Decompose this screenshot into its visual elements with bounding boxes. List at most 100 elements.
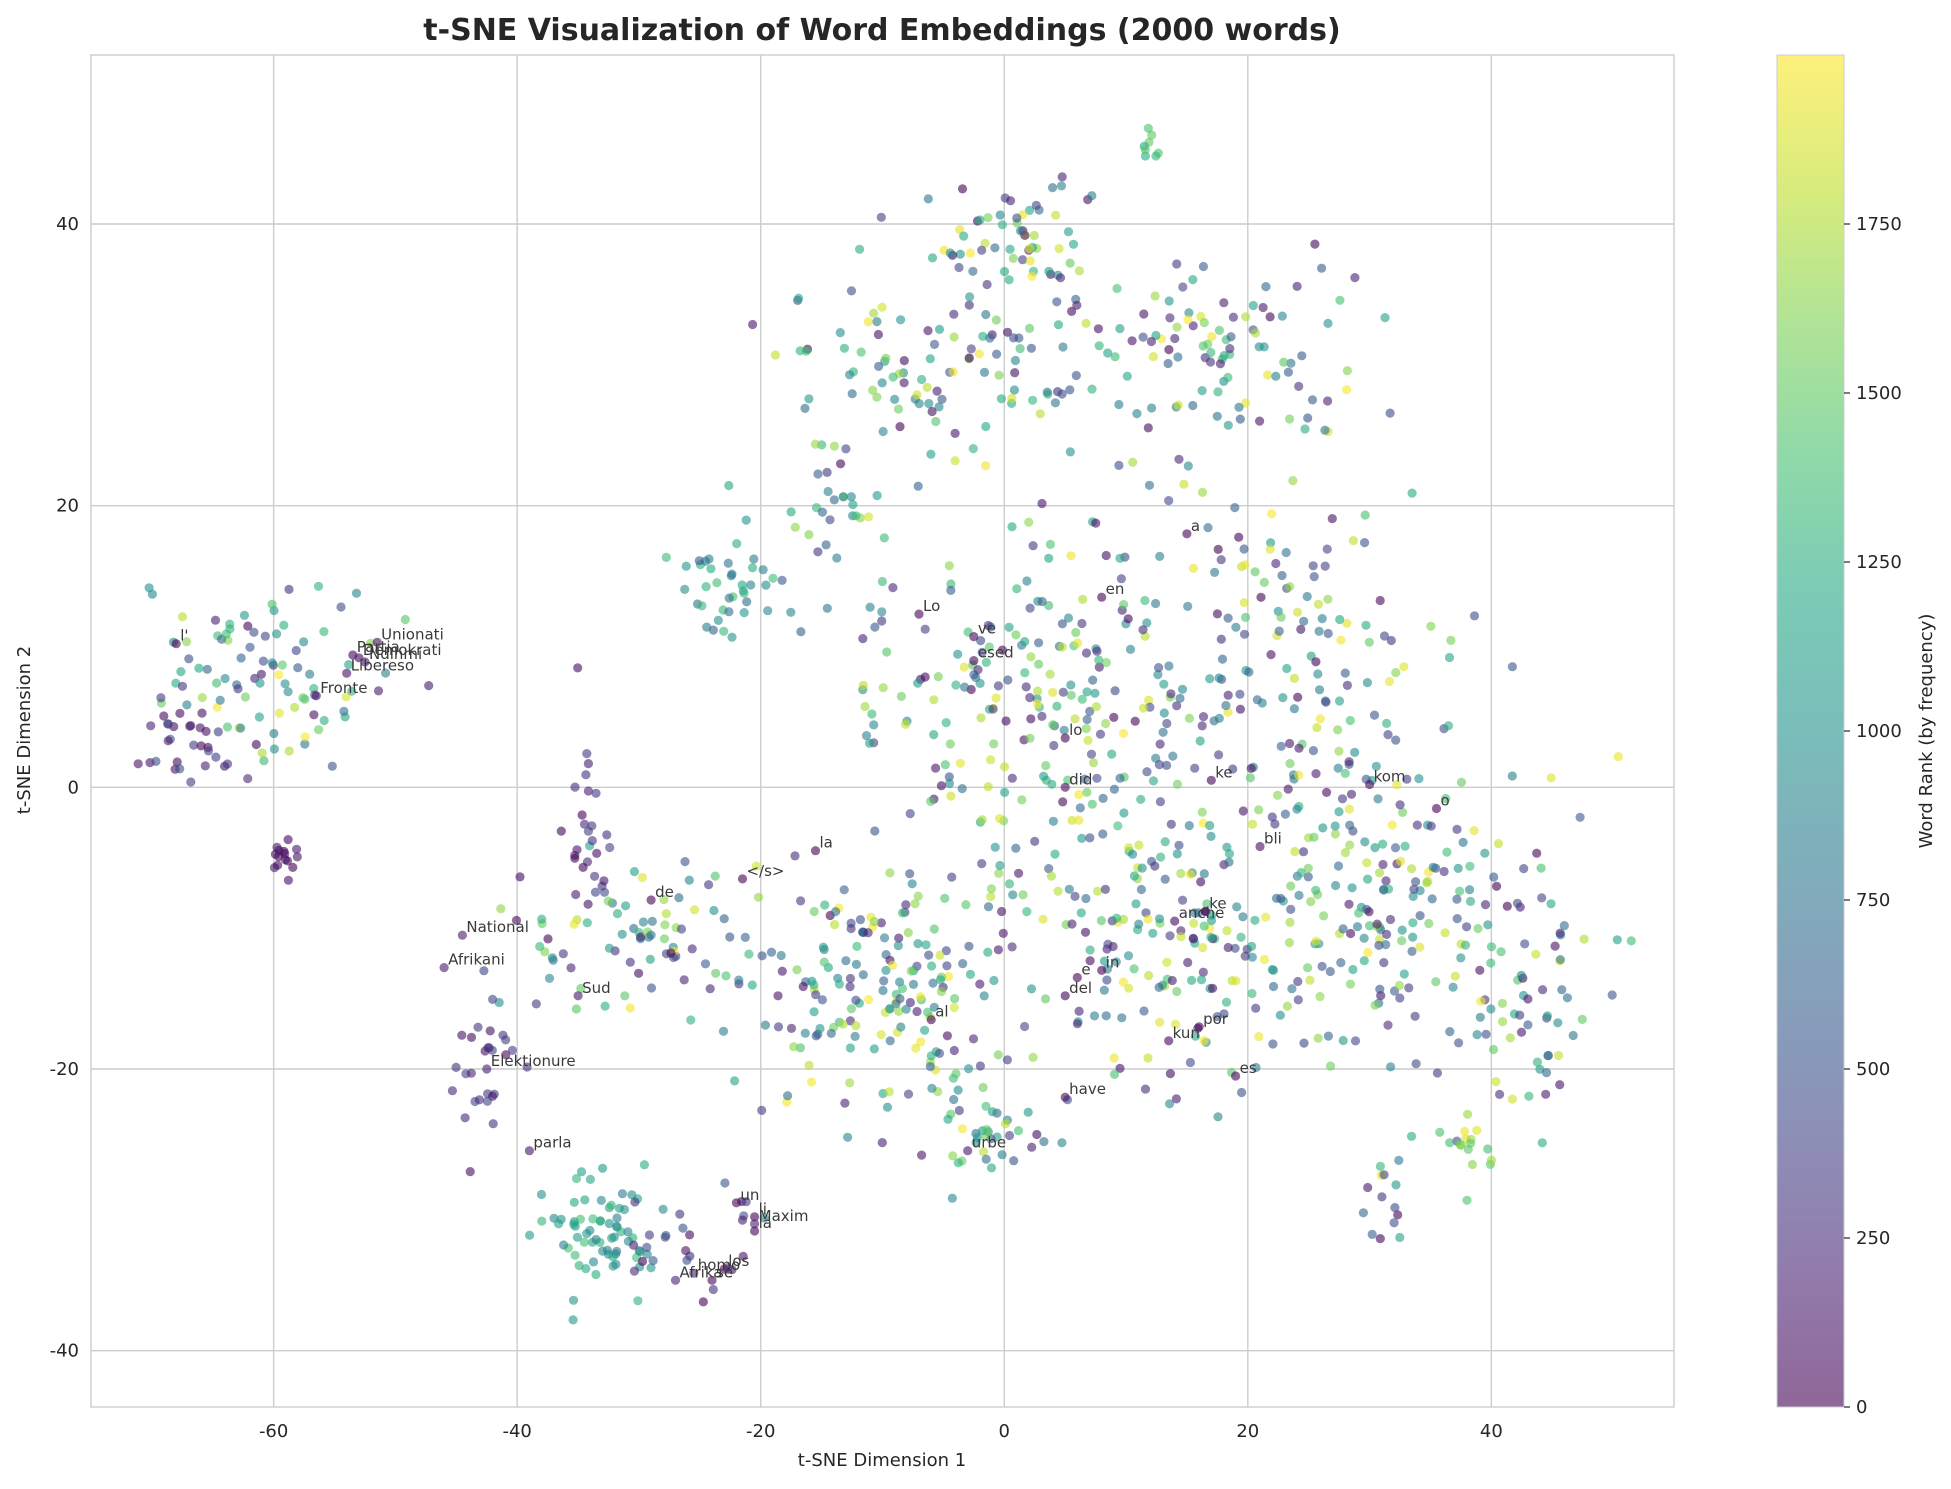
scatter-point [1523, 994, 1533, 1004]
scatter-point [1117, 1013, 1127, 1023]
scatter-point [1101, 718, 1111, 729]
scatter-point [267, 658, 277, 668]
scatter-point [710, 871, 720, 881]
scatter-point [1251, 328, 1261, 338]
x-axis-label: t-SNE Dimension 1 [798, 1450, 966, 1471]
scatter-point [1077, 833, 1087, 844]
scatter-point [1397, 936, 1407, 946]
scatter-point [577, 810, 587, 820]
scatter-point [1143, 1053, 1153, 1063]
scatter-point [860, 701, 870, 712]
scatter-point [1002, 1055, 1013, 1065]
scatter-point [1446, 635, 1456, 646]
scatter-point [1025, 603, 1035, 613]
scatter-point [899, 378, 909, 388]
scatter-point [1268, 1039, 1278, 1049]
scatter-point [845, 982, 855, 992]
scatter-point [923, 326, 933, 336]
scatter-point [965, 969, 976, 980]
scatter-point [1415, 911, 1425, 921]
scatter-point [1315, 714, 1325, 724]
scatter-point [773, 991, 783, 1001]
colorbar-tick-label: 1000 [1856, 721, 1902, 742]
scatter-point [1294, 743, 1304, 753]
scatter-point [719, 1264, 729, 1274]
scatter-point [1448, 982, 1458, 992]
scatter-point [879, 933, 890, 943]
scatter-point [1203, 523, 1213, 533]
scatter-point [850, 1031, 860, 1041]
scatter-point [1230, 943, 1240, 953]
scatter-point [903, 1089, 914, 1099]
scatter-point [1223, 690, 1233, 700]
scatter-point [269, 744, 279, 754]
scatter-point [576, 1167, 587, 1177]
scatter-point [839, 343, 850, 353]
scatter-point [1188, 563, 1198, 573]
scatter-point [1109, 784, 1119, 794]
scatter-point [1426, 621, 1436, 631]
scatter-point [978, 331, 988, 341]
scatter-point [921, 940, 931, 950]
scatter-point [946, 791, 956, 801]
scatter-point [863, 317, 873, 327]
scatter-point [1408, 932, 1418, 942]
scatter-point [1390, 843, 1401, 853]
word-annotation: parla [533, 1134, 571, 1152]
scatter-point [1008, 253, 1018, 263]
scatter-point [215, 695, 225, 705]
scatter-point [1579, 934, 1589, 944]
scatter-point [1176, 932, 1186, 942]
scatter-point [1345, 820, 1355, 830]
scatter-point [841, 444, 851, 454]
scatter-point [1302, 591, 1312, 602]
scatter-point [817, 507, 828, 517]
scatter-point [1216, 634, 1226, 644]
scatter-point [1164, 496, 1174, 506]
scatter-point [926, 796, 936, 807]
scatter-point [585, 1174, 596, 1184]
scatter-point [705, 984, 715, 994]
scatter-point [1275, 1010, 1285, 1020]
word-annotation: esed [978, 644, 1014, 662]
scatter-point [896, 1022, 906, 1032]
scatter-point [1189, 908, 1200, 918]
scatter-point [1311, 936, 1321, 946]
scatter-point [986, 884, 997, 894]
scatter-point [944, 778, 955, 789]
scatter-point [1197, 807, 1207, 817]
scatter-point [485, 1026, 495, 1036]
scatter-point [1057, 642, 1067, 652]
scatter-point [1224, 857, 1234, 867]
scatter-point [678, 1223, 688, 1233]
scatter-point [1067, 919, 1077, 929]
colorbar-tick-label: 1750 [1856, 214, 1902, 235]
scatter-point [1294, 381, 1304, 391]
scatter-point [1463, 1144, 1473, 1154]
scatter-point [953, 1085, 963, 1095]
scatter-point [723, 558, 733, 568]
scatter-point [1053, 320, 1064, 330]
scatter-point [819, 957, 829, 967]
scatter-point [1444, 652, 1455, 663]
scatter-point [988, 704, 998, 714]
scatter-point [1094, 341, 1104, 351]
scatter-point [1020, 1021, 1030, 1032]
scatter-point [993, 945, 1004, 955]
scatter-point [633, 1296, 643, 1306]
word-annotation: ve [978, 620, 996, 638]
scatter-point [146, 721, 156, 731]
y-axis-label: t-SNE Dimension 2 [14, 646, 35, 814]
scatter-point [1051, 210, 1061, 220]
scatter-point [1092, 773, 1102, 783]
scatter-point [1223, 613, 1233, 623]
scatter-point [637, 872, 648, 883]
scatter-point [912, 390, 922, 400]
scatter-point [895, 422, 905, 432]
scatter-point [625, 957, 635, 967]
scatter-point [1221, 997, 1232, 1007]
scatter-point [1048, 816, 1058, 826]
scatter-point [1360, 510, 1370, 520]
scatter-point [1338, 924, 1348, 934]
scatter-point [1340, 768, 1350, 779]
